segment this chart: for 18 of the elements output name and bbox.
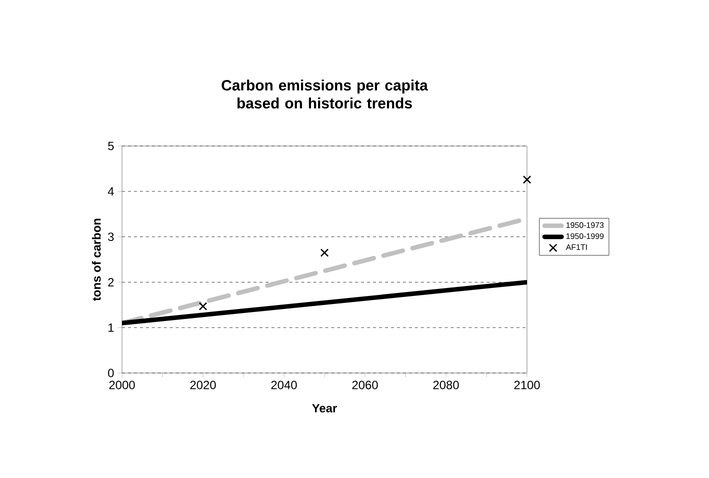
chart-title: Carbon emissions per capita based on historic trends bbox=[222, 80, 428, 108]
point bbox=[522, 175, 532, 184]
y-tick-label: 2 bbox=[108, 278, 114, 286]
x-tick-label: 2100 bbox=[514, 380, 540, 390]
y-tick-label: 3 bbox=[108, 232, 114, 242]
x-axis-title: Year bbox=[312, 404, 337, 412]
x-tick-label: 2080 bbox=[433, 380, 459, 390]
x-tick-label: 2020 bbox=[190, 380, 216, 390]
y-tick-label: 5 bbox=[108, 142, 114, 150]
y-axis-title: tons of carbon bbox=[92, 218, 101, 301]
point bbox=[198, 302, 208, 310]
x-tick-label: 2040 bbox=[271, 380, 297, 390]
y-tick-label: 4 bbox=[108, 187, 114, 196]
x-tick-label: 2060 bbox=[352, 380, 378, 390]
x-tick-label: 2000 bbox=[109, 380, 135, 390]
y-tick-label: 1 bbox=[108, 323, 114, 332]
y-tick-label: 0 bbox=[108, 368, 114, 378]
point bbox=[320, 248, 329, 257]
